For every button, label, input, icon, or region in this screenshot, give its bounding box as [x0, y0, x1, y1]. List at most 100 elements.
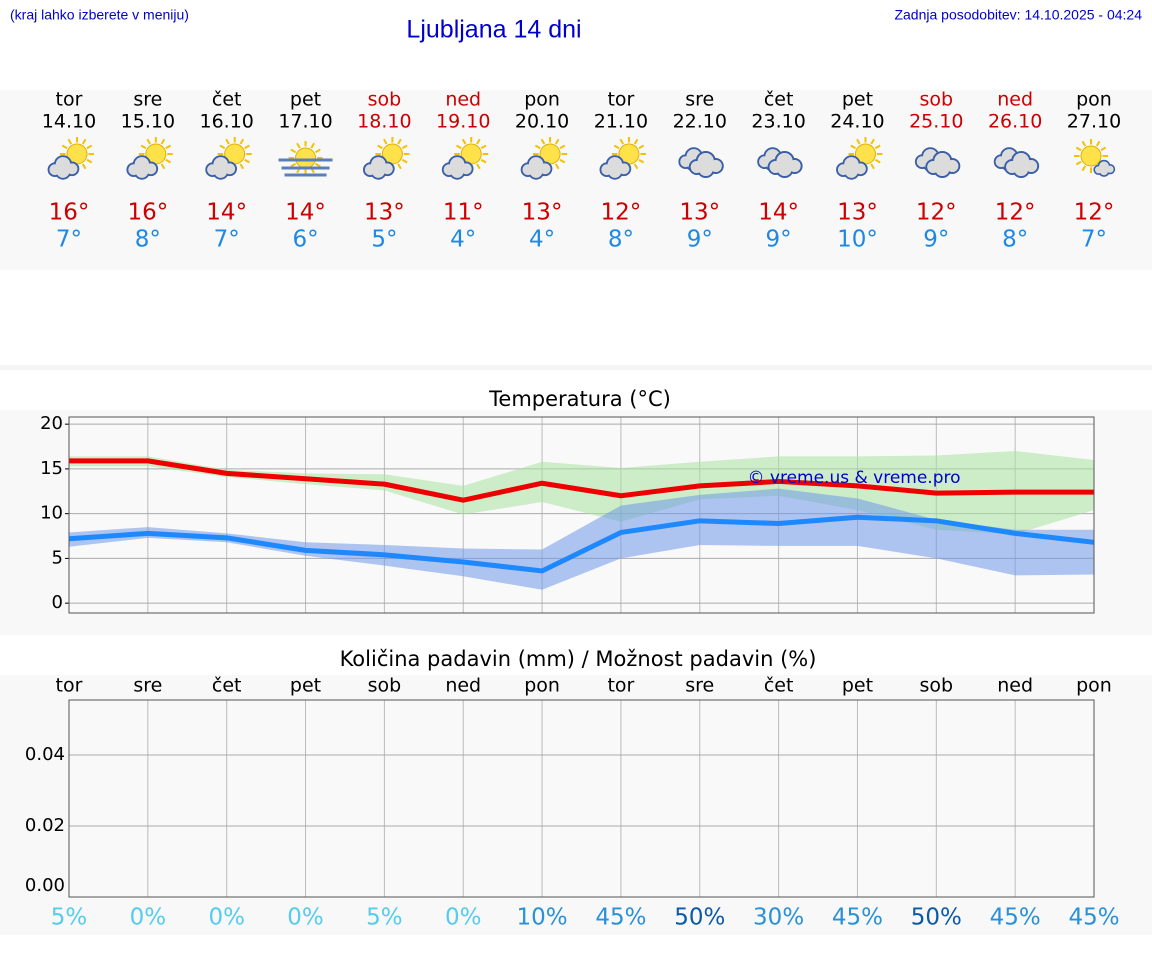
- icon-ray: [870, 138, 875, 145]
- icon-ray: [397, 138, 402, 145]
- icon-ray: [480, 144, 487, 150]
- icon-ray: [619, 138, 625, 145]
- weekday: tor: [607, 89, 634, 111]
- icon-ray: [638, 158, 645, 164]
- weekday: pon: [1076, 89, 1112, 111]
- max-temp: 14°: [206, 200, 247, 226]
- probability-label: 50%: [911, 905, 962, 931]
- icon-cloud-fill: [529, 165, 543, 178]
- icon-ray: [554, 163, 560, 170]
- icon-cloud: [688, 151, 724, 178]
- icon-ray: [61, 144, 68, 150]
- icon-ray: [219, 144, 226, 150]
- weekday: pet: [842, 89, 873, 111]
- date: 20.10: [515, 111, 569, 133]
- note: (kraj lahko izberete v meniju): [10, 7, 189, 23]
- icon-cloud: [205, 155, 237, 180]
- icon-ray: [633, 163, 639, 170]
- x-tick-label: pet: [290, 675, 321, 697]
- icon-cloud: [126, 155, 159, 180]
- icon-ray: [290, 148, 297, 154]
- max-temp: 16°: [127, 200, 168, 226]
- icon-ray: [296, 142, 301, 149]
- page-title: Ljubljana 14 dni: [406, 16, 581, 44]
- weekday: sob: [368, 89, 402, 111]
- y-tick-label: 10: [40, 503, 63, 524]
- min-temp: 9°: [766, 227, 792, 253]
- y-tick-label: 0.04: [25, 744, 65, 765]
- weekday: tor: [56, 89, 83, 111]
- icon-ray: [476, 163, 481, 170]
- icon-ray: [81, 138, 87, 145]
- min-temp: 5°: [371, 227, 397, 253]
- icon-ray: [160, 138, 166, 145]
- icon-ray: [239, 163, 245, 170]
- date: 18.10: [357, 111, 411, 133]
- plot-frame: [68, 699, 1095, 898]
- icon-ray: [850, 144, 857, 150]
- icon-ray: [140, 144, 147, 150]
- date: 21.10: [594, 111, 648, 133]
- date: 17.10: [278, 111, 332, 133]
- icon-cloud: [836, 155, 868, 180]
- max-temp: 12°: [916, 200, 957, 226]
- x-tick-label: tor: [607, 675, 634, 697]
- weekday: sre: [133, 89, 162, 111]
- max-temp: 12°: [1074, 200, 1115, 226]
- icon-cloud-fill: [135, 165, 149, 178]
- y-tick-label: 15: [40, 458, 63, 479]
- icon-ray: [554, 138, 560, 145]
- plot-frame: [68, 416, 1095, 614]
- icon-ray: [1095, 140, 1101, 147]
- icon-cloud: [47, 155, 80, 180]
- icon-ray: [534, 144, 541, 150]
- icon-ray: [1081, 140, 1087, 147]
- y-tick-label: 0: [52, 592, 63, 613]
- date: 16.10: [199, 111, 253, 133]
- min-temp: 10°: [837, 227, 878, 253]
- icon-sun: [295, 147, 317, 169]
- probability-label: 10%: [517, 905, 568, 931]
- icon-cloud-fill: [450, 165, 464, 178]
- range-band: [69, 451, 1094, 535]
- icon-cloud-fill: [224, 163, 236, 175]
- icon-cloud-fill: [145, 163, 157, 175]
- probability-label: 5%: [51, 905, 88, 931]
- icon-cloud-fill: [608, 165, 622, 178]
- icon-cloud-fill: [56, 165, 70, 178]
- icon-cloud-fill: [381, 163, 393, 175]
- max-temp: 13°: [679, 200, 720, 226]
- icon-ray: [239, 138, 245, 145]
- max-temp: 13°: [522, 200, 563, 226]
- icon-ray: [461, 138, 467, 145]
- x-tick-label: pet: [842, 675, 873, 697]
- temp-line: [68, 514, 1095, 574]
- probability-label: 45%: [832, 905, 883, 931]
- icon-ray: [146, 138, 151, 145]
- icon-cloud-fill: [1014, 162, 1029, 176]
- weekday: čet: [764, 89, 794, 111]
- max-temp: 16°: [49, 200, 90, 226]
- x-tick-label: sre: [133, 675, 162, 697]
- chart-title: Količina padavin (mm) / Možnost padavin …: [340, 647, 817, 671]
- date: 23.10: [751, 111, 805, 133]
- updated: Zadnja posodobitev: 14.10.2025 - 04:24: [894, 7, 1142, 23]
- icon-cloud-fill: [935, 162, 950, 176]
- date: 14.10: [42, 111, 96, 133]
- icon-ray: [314, 162, 321, 168]
- icon-cloud-fill: [66, 163, 78, 175]
- icon-ray: [874, 144, 881, 150]
- date: 19.10: [436, 111, 490, 133]
- x-tick-label: sre: [685, 675, 714, 697]
- min-temp: 4°: [529, 227, 555, 253]
- icon-cloud: [520, 155, 553, 180]
- chart-title: Temperatura (°C): [488, 387, 671, 411]
- icon-ray: [559, 144, 566, 150]
- icon-ray: [165, 144, 172, 150]
- icon-ray: [81, 163, 87, 170]
- icon-ray: [383, 138, 388, 145]
- icon-ray: [559, 158, 566, 164]
- min-temp: 7°: [56, 227, 82, 253]
- icon-ray: [476, 138, 481, 145]
